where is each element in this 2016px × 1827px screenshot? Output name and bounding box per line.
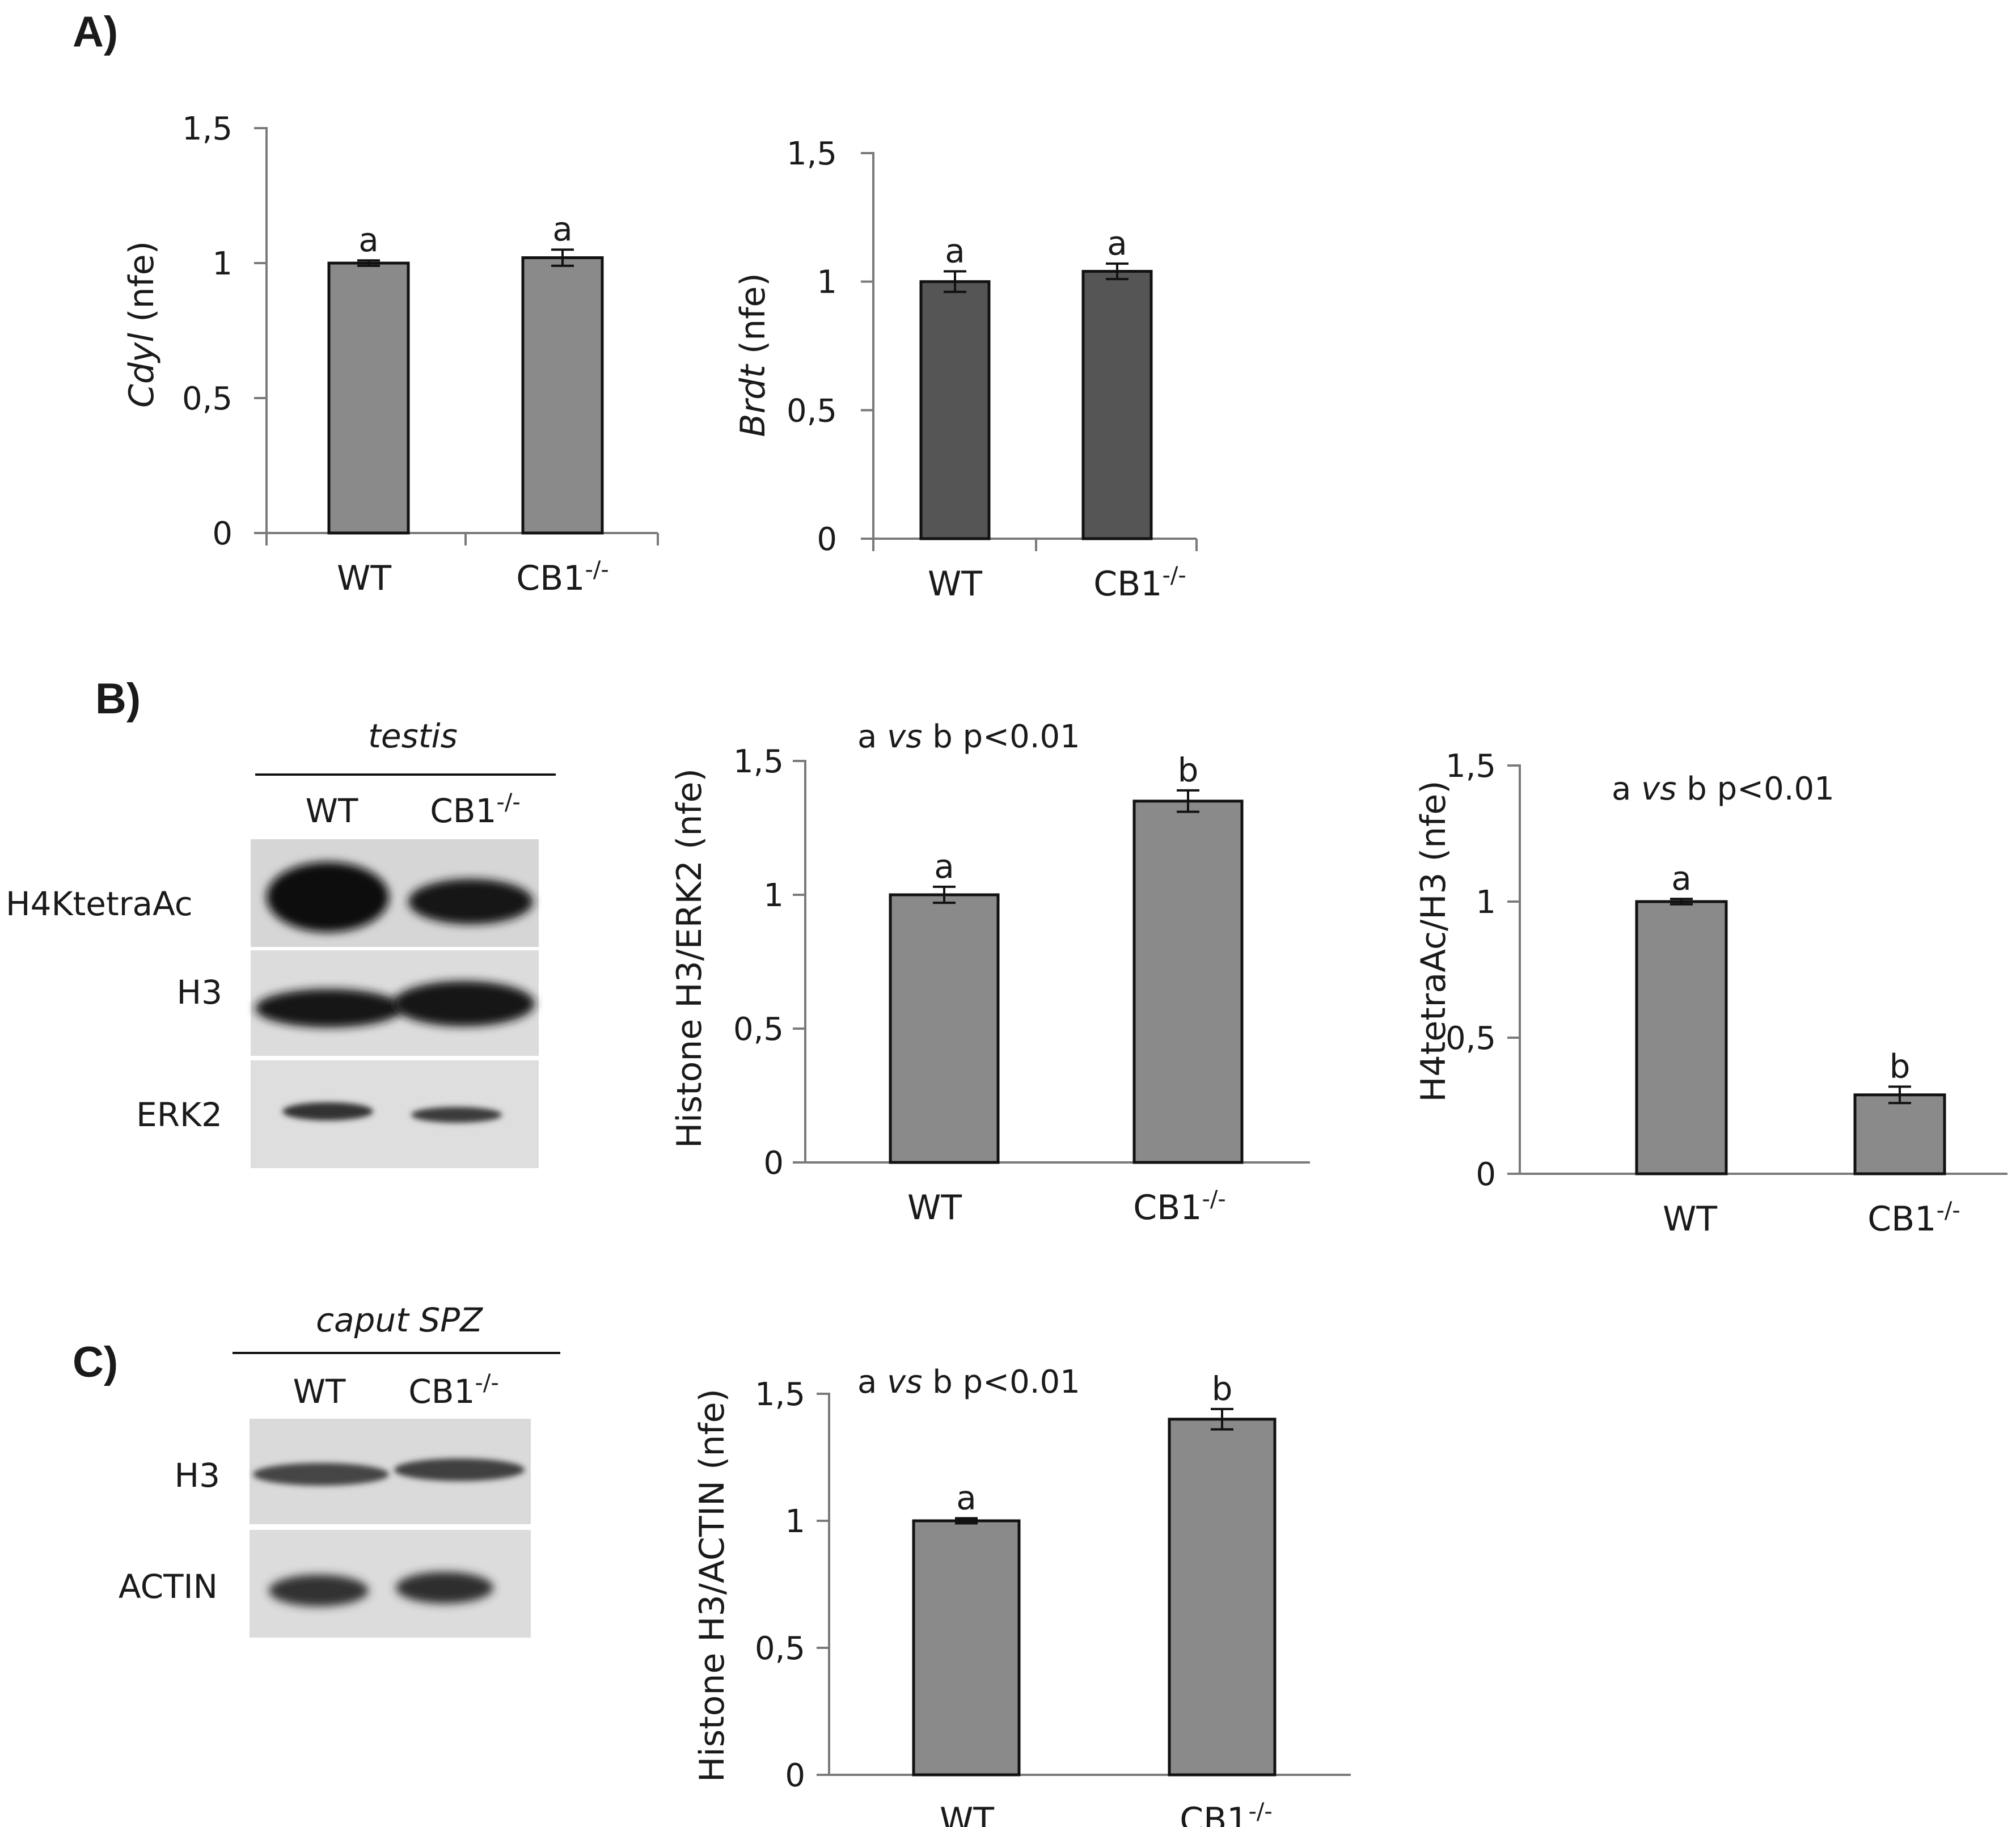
significance-label: a (956, 1479, 977, 1517)
y-tick-label: 0 (1476, 1156, 1496, 1193)
blot-b-band-erk2-wt (282, 1102, 373, 1120)
bar-wt (919, 280, 991, 540)
y-axis-label: H4tetraAc/H3 (nfe) (1414, 780, 1453, 1102)
bar-wt (912, 1519, 1021, 1777)
blot-c-lane-cb1: CB1-/- (408, 1370, 499, 1411)
blot-c: caput SPZ WT CB1-/- H3 ACTIN (119, 1301, 560, 1638)
bar-cb1 (1132, 800, 1244, 1164)
blot-b-row-h3: H3 (176, 973, 222, 1012)
y-tick-label: 1,5 (733, 743, 784, 780)
x-category-label: WT (907, 1188, 962, 1228)
significance-note: a vs b p<0.01 (857, 718, 1080, 755)
y-tick-label: 1 (785, 1503, 805, 1540)
y-tick-label: 1 (1476, 884, 1496, 921)
blot-c-band-h3-wt (253, 1463, 389, 1486)
chart-brdt: 0 0,5 1 1,5 a a WT CB1-/- Brdt (nfe) (733, 136, 1198, 604)
bar-cb1 (1168, 1418, 1277, 1777)
y-tick-label: 1,5 (755, 1376, 805, 1413)
significance-note: a vs b p<0.01 (1612, 771, 1835, 807)
significance-label: a (358, 221, 379, 259)
y-tick-label: 0,5 (182, 380, 233, 417)
x-category-label: WT (1663, 1199, 1717, 1239)
significance-label: b (1212, 1369, 1233, 1408)
significance-label: a (934, 847, 954, 886)
x-category-label: WT (940, 1800, 994, 1827)
y-tick-label: 0,5 (1446, 1020, 1496, 1057)
y-tick-label: 1 (817, 264, 837, 301)
y-tick-label: 1,5 (787, 136, 837, 172)
blot-b-row-erk2: ERK2 (136, 1096, 222, 1134)
significance-label: a (1671, 859, 1692, 898)
bar-cb1 (1853, 1093, 1946, 1175)
significance-label: b (1890, 1047, 1911, 1085)
blot-b-row-h4ktetraac: H4KtetraAc (6, 885, 193, 923)
y-tick-label: 0,5 (787, 392, 837, 429)
significance-label: a (945, 232, 965, 270)
y-tick-label: 0 (785, 1757, 805, 1794)
panel-label-c: C) (73, 1338, 118, 1386)
significance-note: a vs b p<0.01 (857, 1364, 1080, 1401)
bar-cb1 (521, 256, 604, 535)
significance-label: a (1107, 224, 1127, 263)
significance-label: a (552, 210, 573, 248)
x-category-label: CB1-/- (516, 557, 609, 598)
blot-c-band-actin-cb1 (396, 1572, 493, 1604)
blot-c-tissue: caput SPZ (316, 1301, 483, 1339)
bar-wt (889, 893, 1000, 1164)
blot-b-band-h3-cb1 (393, 981, 535, 1026)
y-tick-label: 0 (212, 515, 233, 552)
y-tick-label: 1,5 (182, 111, 233, 147)
blot-b-lane-cb1: CB1-/- (430, 789, 521, 830)
bar-wt (327, 261, 410, 535)
y-axis-label: Cdyl (nfe) (122, 241, 162, 408)
x-category-label: WT (337, 559, 391, 598)
panel-label-b: B) (95, 675, 141, 723)
blot-c-lane-wt: WT (293, 1372, 346, 1411)
y-tick-label: 0 (763, 1145, 784, 1182)
blot-b-band-h4-wt (267, 862, 389, 932)
y-tick-label: 0,5 (733, 1011, 784, 1048)
blot-c-band-h3-cb1 (394, 1458, 525, 1481)
blot-b-band-h4-cb1 (408, 879, 533, 924)
blot-b-band-erk2-cb1 (411, 1107, 502, 1123)
x-category-label: WT (928, 564, 982, 604)
bar-wt (1635, 900, 1728, 1175)
chart-h4-h3: 0 0,5 1 1,5 a b WT CB1-/- H4tetraAc/H3 (nfe) a vs… (1414, 748, 2007, 1239)
chart-h3-erk2: 0 0,5 1 1,5 a b WT CB1-/- Histone H3/ERK2 (nfe) a… (670, 718, 1310, 1228)
y-tick-label: 1 (212, 246, 233, 282)
blot-c-band-actin-wt (269, 1575, 369, 1606)
y-tick-label: 1 (763, 877, 784, 914)
x-category-label: CB1-/- (1133, 1186, 1226, 1228)
blot-b-lane-wt: WT (306, 792, 358, 830)
blot-b: testis WT CB1-/- H4KtetraAc H3 ERK2 (6, 717, 556, 1168)
significance-label: b (1178, 751, 1199, 789)
y-axis-label: Brdt (nfe) (733, 273, 773, 437)
x-category-label: CB1-/- (1093, 563, 1186, 604)
y-tick-label: 1,5 (1446, 748, 1496, 785)
chart-h3-actin: 0 0,5 1 1,5 a b WT CB1-/- Histone H3/ACTIN (nfe)… (692, 1364, 1351, 1827)
bar-cb1 (1081, 270, 1153, 540)
y-tick-label: 0,5 (755, 1630, 805, 1667)
y-axis-label: Histone H3/ACTIN (nfe) (692, 1389, 732, 1782)
y-tick-label: 0 (817, 521, 837, 558)
x-category-label: CB1-/- (1180, 1799, 1273, 1827)
blot-b-band-h3-wt (255, 989, 403, 1027)
blot-c-row-h3: H3 (174, 1456, 220, 1495)
blot-b-tissue: testis (368, 717, 458, 755)
y-axis-label: Histone H3/ERK2 (nfe) (670, 768, 709, 1148)
blot-c-row-actin: ACTIN (119, 1567, 218, 1606)
chart-cdyl: 0 0,5 1 1,5 a a WT CB1-/- Cdyl (nfe) (122, 111, 659, 598)
x-category-label: CB1-/- (1867, 1198, 1960, 1239)
panel-label-a: A) (73, 8, 118, 56)
